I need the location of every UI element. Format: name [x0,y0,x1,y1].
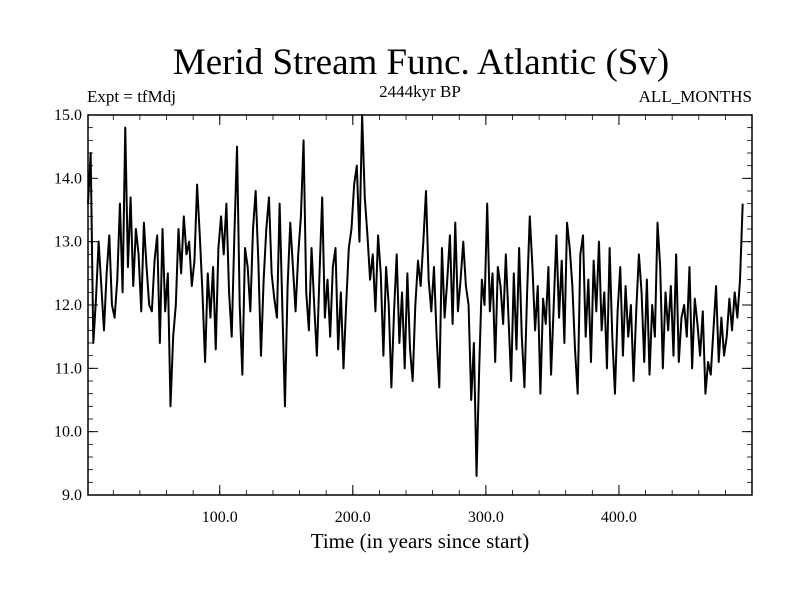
y-tick-label: 9.0 [62,487,82,504]
x-axis-label: Time (in years since start) [311,529,530,553]
period-label: 2444kyr BP [379,82,461,101]
y-tick-label: 11.0 [55,360,82,377]
x-axis: 100.0 200.0 300.0 400.0 [112,115,726,526]
series-line [87,114,744,477]
y-tick-label: 13.0 [54,234,82,251]
chart-title: Merid Stream Func. Atlantic (Sv) [173,42,669,83]
y-tick-label: 10.0 [54,424,82,441]
x-tick-label: 100.0 [202,509,238,526]
y-tick-label: 12.0 [54,297,82,314]
x-tick-label: 300.0 [468,509,504,526]
y-tick-label: 15.0 [54,107,82,124]
x-tick-label: 200.0 [335,509,371,526]
months-label: ALL_MONTHS [639,87,752,106]
y-tick-label: 14.0 [54,170,82,187]
experiment-label: Expt = tfMdj [87,87,176,106]
plot-frame [87,114,753,496]
x-tick-label: 400.0 [601,509,637,526]
